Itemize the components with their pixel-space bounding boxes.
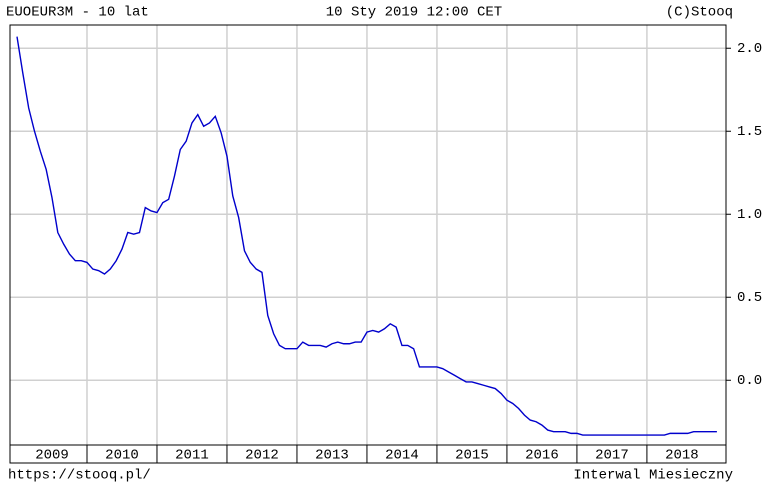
x-tick-label: 2012 [245, 448, 279, 464]
x-tick-label: 2009 [35, 448, 69, 464]
x-tick-label: 2013 [315, 448, 349, 464]
x-tick-label: 2015 [455, 448, 489, 464]
x-tick-label: 2017 [595, 448, 629, 464]
source: (C)Stooq [666, 5, 733, 21]
plot-frame [9, 24, 727, 464]
footer-left: https://stooq.pl/ [8, 468, 151, 484]
y-tick-label: 0.0 [737, 373, 762, 389]
footer-right: Interwal Miesieczny [573, 468, 733, 484]
x-tick-label: 2011 [175, 448, 209, 464]
data-line [16, 36, 717, 436]
x-tick-label: 2014 [385, 448, 419, 464]
y-tick-label: 1.0 [737, 207, 762, 223]
chart-title: EUOEUR3M - 10 lat [6, 5, 149, 21]
date-text: 10 Sty 2019 12:00 CET [326, 5, 502, 21]
y-tick-label: 1.5 [737, 124, 762, 140]
y-tick-label: 0.5 [737, 290, 762, 306]
x-tick-label: 2018 [665, 448, 699, 464]
y-tick-label: 2.0 [737, 41, 762, 57]
x-tick-label: 2010 [105, 448, 139, 464]
x-tick-label: 2016 [525, 448, 559, 464]
